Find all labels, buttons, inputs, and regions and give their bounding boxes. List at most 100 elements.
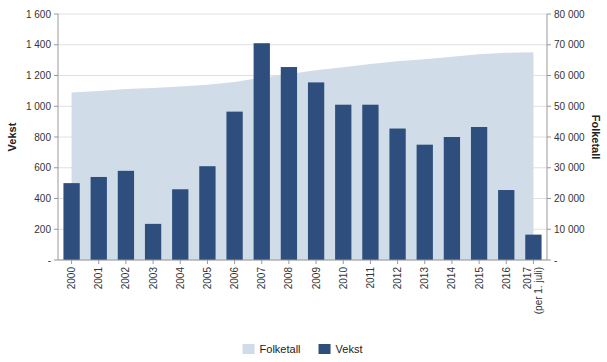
x-tick-label: 2013	[419, 267, 430, 290]
axes: -2004006008001 0001 2001 4001 600-10 000…	[26, 9, 585, 315]
x-tick-label-line: 2013	[419, 267, 430, 290]
y2-tick-label: 10 000	[554, 224, 585, 235]
x-axis-line	[58, 260, 547, 261]
x-tick	[98, 260, 99, 264]
bar	[281, 67, 297, 260]
y2-tick-label: -	[554, 255, 557, 266]
bar	[172, 189, 188, 260]
x-tick	[506, 260, 507, 264]
legend-swatch	[243, 344, 255, 354]
x-tick-label: 2011	[365, 267, 376, 289]
x-tick	[207, 260, 208, 264]
x-tick-label: 2012	[392, 267, 403, 290]
y2-tick	[547, 44, 551, 45]
x-tick-label: 2001	[93, 267, 104, 290]
y-axis-label: Vekst	[6, 122, 18, 151]
legend-label: Vekst	[336, 343, 363, 355]
y-tick	[54, 198, 58, 199]
bar	[63, 183, 79, 260]
y2-axis-label: Folketall	[590, 115, 602, 160]
grid-line	[58, 44, 547, 45]
x-tick-label-line: 2017	[522, 267, 533, 290]
x-tick	[125, 260, 126, 264]
y-tick	[54, 75, 58, 76]
bar	[91, 177, 107, 260]
bar	[254, 43, 270, 260]
area	[72, 52, 534, 260]
bar	[118, 171, 134, 260]
x-tick	[451, 260, 452, 264]
legend-item: Vekst	[319, 343, 363, 355]
y-tick	[54, 229, 58, 230]
y-tick-label: 1 200	[26, 70, 51, 81]
y2-tick	[547, 229, 551, 230]
y2-tick-label: 20 000	[554, 193, 585, 204]
y2-tick	[547, 75, 551, 76]
x-tick	[288, 260, 289, 264]
bar	[226, 112, 242, 260]
x-tick-label: 2009	[311, 267, 322, 290]
x-tick-label-line: 2014	[446, 267, 457, 290]
x-tick-label: 2004	[175, 267, 186, 290]
x-tick-label-line: 2012	[392, 267, 403, 290]
x-tick-label-line: 2016	[501, 267, 512, 290]
y2-tick-label: 70 000	[554, 39, 585, 50]
legend: Folketall Vekst	[243, 343, 363, 355]
bar	[444, 137, 460, 260]
x-tick-label-line: 2001	[93, 267, 104, 290]
x-tick-label: 2017(per 1. juli)	[522, 267, 544, 315]
y2-tick-label: 60 000	[554, 70, 585, 81]
y-tick-label: 1 000	[26, 101, 51, 112]
x-tick-label-line: 2008	[283, 267, 294, 290]
x-tick-label: 2006	[229, 267, 240, 290]
x-tick-label-line: 2004	[175, 267, 186, 290]
x-tick-label-line: 2003	[148, 267, 159, 290]
x-tick	[316, 260, 317, 264]
x-tick-label: 2002	[120, 267, 131, 290]
x-tick-label-line: 2006	[229, 267, 240, 290]
plot-area	[63, 43, 541, 260]
y-tick-label: 200	[34, 224, 51, 235]
x-tick	[479, 260, 480, 264]
y-tick	[54, 137, 58, 138]
legend-label: Folketall	[260, 343, 301, 355]
chart: -2004006008001 0001 2001 4001 600-10 000…	[0, 0, 607, 362]
x-tick-label: 2015	[474, 267, 485, 290]
x-tick-label: 2000	[66, 267, 77, 290]
x-tick-label: 2007	[256, 267, 267, 290]
x-tick-label-line: 2015	[474, 267, 485, 290]
x-tick-label-line: 2007	[256, 267, 267, 290]
x-tick-label-line: 2009	[311, 267, 322, 290]
y2-tick	[547, 167, 551, 168]
x-tick-label: 2010	[338, 267, 349, 290]
x-tick	[153, 260, 154, 264]
x-tick	[180, 260, 181, 264]
x-tick	[343, 260, 344, 264]
x-tick-label: 2008	[283, 267, 294, 290]
x-tick	[370, 260, 371, 264]
y-tick-label: 600	[34, 162, 51, 173]
bar	[199, 166, 215, 260]
y-tick	[54, 14, 58, 15]
x-tick-label-line: 2002	[120, 267, 131, 290]
bar	[389, 129, 405, 260]
y2-tick-label: 30 000	[554, 162, 585, 173]
x-tick-label-line: (per 1. juli)	[533, 267, 544, 314]
y2-tick	[547, 260, 551, 261]
y-tick	[54, 167, 58, 168]
x-tick-label: 2014	[446, 267, 457, 290]
x-tick	[424, 260, 425, 264]
y-tick-label: 1 400	[26, 39, 51, 50]
x-tick-label: 2003	[148, 267, 159, 290]
bar	[498, 190, 514, 260]
x-tick-label-line: 2010	[338, 267, 349, 290]
y2-tick-label: 50 000	[554, 101, 585, 112]
x-tick-label: 2005	[202, 267, 213, 290]
grid-line	[58, 14, 547, 15]
x-tick-label-line: 2011	[365, 267, 376, 289]
y-tick	[54, 260, 58, 261]
x-tick	[234, 260, 235, 264]
x-tick-label-line: 2005	[202, 267, 213, 290]
bar	[308, 82, 324, 260]
y2-tick	[547, 14, 551, 15]
